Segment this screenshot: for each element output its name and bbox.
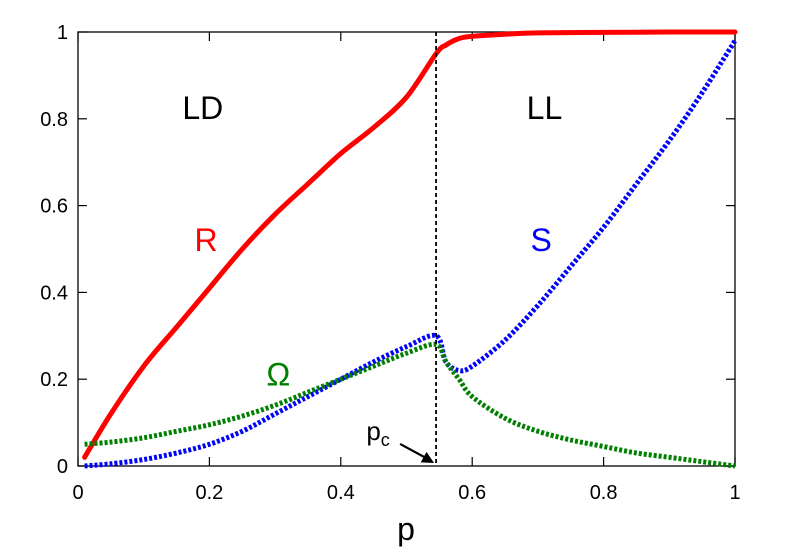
axis-ticks: 0 0.2 0.4 0.6 0.8 1 0 0.2 0.4 0.6 0.8 1 (40, 22, 740, 504)
x-tick-label: 0.6 (458, 482, 486, 504)
y-tick-label: 0.6 (40, 196, 68, 218)
series-line-3 (84, 341, 736, 469)
x-tick-label: 0.4 (327, 482, 355, 504)
pc-label: pc (366, 416, 389, 450)
x-tick-label: 1 (729, 482, 740, 504)
region-label-ld: LD (182, 90, 223, 126)
series-label-3: Ω (266, 357, 290, 393)
series-layer (82, 29, 738, 469)
critical-point-marker: pc (366, 32, 437, 466)
x-tick-label: 0 (72, 482, 83, 504)
series-label-2: S (531, 222, 552, 258)
pc-arrow-shaft (399, 442, 427, 459)
y-tick-label: 0 (57, 456, 68, 478)
series-line-2 (84, 39, 738, 469)
x-axis-title: p (397, 511, 415, 547)
region-label-ll: LL (527, 90, 563, 126)
y-tick-label: 1 (57, 22, 68, 44)
pc-arrow-head (420, 451, 435, 463)
y-tick-label: 0.2 (40, 369, 68, 391)
series-line-1 (82, 29, 738, 460)
series-label-1: R (195, 222, 218, 258)
chart-labels: R S Ω LD LL (182, 90, 562, 393)
plot-frame (77, 31, 736, 467)
y-tick-label: 0.4 (40, 282, 68, 304)
x-tick-label: 0.8 (590, 482, 618, 504)
x-tick-label: 0.2 (195, 482, 223, 504)
pc-label-subscript: c (381, 430, 390, 450)
pc-label-main: p (366, 416, 380, 446)
y-tick-label: 0.8 (40, 109, 68, 131)
